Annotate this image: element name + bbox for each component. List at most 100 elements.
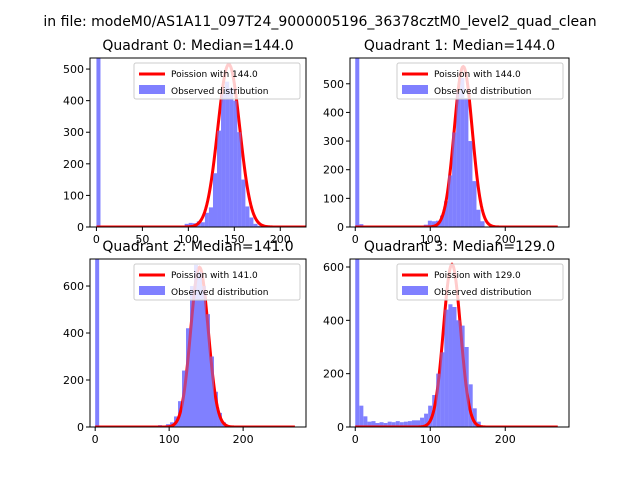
histogram-bar-overlay bbox=[448, 304, 453, 427]
histogram-bar bbox=[204, 212, 209, 227]
histogram-bar bbox=[395, 421, 400, 427]
histogram-bar bbox=[253, 223, 258, 227]
histogram-bar bbox=[444, 201, 449, 227]
y-tick-label: 0 bbox=[337, 421, 344, 434]
histogram-bar-overlay bbox=[229, 88, 234, 227]
x-tick-label: 200 bbox=[495, 233, 516, 246]
axes-frame bbox=[349, 258, 570, 428]
subplot-2: 0 100 200 0 200 400 600 Poission with 141.0 Obse… bbox=[63, 239, 307, 446]
histogram-bar-overlay bbox=[194, 264, 198, 427]
y-tick-label: 0 bbox=[337, 221, 344, 234]
subplot-1: 0 100 200 0 100 200 300 400 500 Poission with 144… bbox=[323, 38, 570, 246]
y-tick-label: 200 bbox=[63, 374, 84, 387]
axes-frame bbox=[349, 57, 570, 228]
y-tick-label: 300 bbox=[323, 135, 344, 148]
axes-frame bbox=[89, 57, 307, 228]
histogram-bar bbox=[363, 416, 368, 427]
legend: Poission with 141.0 Observed distribution bbox=[133, 263, 301, 301]
histogram-bar-overlay bbox=[468, 141, 473, 227]
subplot-0: 0 50 100 150 200 0 100 200 300 400 500 Poission wit… bbox=[63, 38, 307, 246]
histogram-bar-overlay bbox=[201, 286, 206, 427]
histogram-bar-overlay bbox=[452, 307, 457, 427]
histogram-bar bbox=[407, 421, 412, 427]
legend-box bbox=[133, 263, 301, 301]
histogram-bar-overlay bbox=[237, 132, 242, 227]
histogram-bar bbox=[371, 421, 376, 427]
histogram-bar bbox=[480, 221, 485, 227]
x-tick-label: 0 bbox=[93, 233, 100, 246]
histogram-bar bbox=[399, 422, 404, 427]
histogram-bar-overlay bbox=[186, 328, 191, 427]
histogram-bar-overlay bbox=[221, 94, 226, 227]
legend-label-poisson: Poission with 129.0 bbox=[434, 271, 521, 281]
subplot-title: Quadrant 3: Median=129.0 bbox=[364, 239, 555, 255]
histogram-bar-overlay bbox=[233, 100, 238, 227]
histogram-bar bbox=[424, 413, 429, 427]
legend-label-observed: Observed distribution bbox=[434, 87, 531, 97]
subplots: 0 50 100 150 200 0 100 200 300 400 500 Poission wit… bbox=[63, 38, 570, 446]
x-tick-label: 0 bbox=[352, 433, 359, 446]
histogram-bar bbox=[200, 222, 205, 227]
histogram-bar bbox=[383, 423, 388, 427]
histogram-bar-overlay bbox=[476, 209, 481, 227]
x-tick-label: 150 bbox=[224, 233, 245, 246]
histogram-bar bbox=[213, 391, 218, 427]
histogram-bar-overlay bbox=[245, 206, 250, 227]
histogram-bar bbox=[428, 405, 433, 427]
histogram-bar bbox=[420, 417, 425, 427]
histogram-bar-overlay bbox=[182, 370, 187, 427]
y-tick-label: 0 bbox=[77, 221, 84, 234]
histogram-bar-overlay bbox=[198, 271, 202, 427]
y-tick-label: 600 bbox=[323, 261, 344, 274]
histogram-bar-overlay bbox=[209, 356, 214, 427]
legend-patch-swatch bbox=[402, 85, 428, 94]
histogram-bar-overlay bbox=[460, 78, 465, 227]
legend-box bbox=[133, 62, 301, 100]
histogram-bar bbox=[472, 408, 477, 427]
axes-frame bbox=[89, 258, 307, 428]
y-tick-label: 400 bbox=[63, 95, 84, 108]
legend-patch-swatch bbox=[139, 85, 165, 94]
x-tick-label: 100 bbox=[159, 433, 180, 446]
x-tick-label: 200 bbox=[495, 433, 516, 446]
plot-area bbox=[355, 58, 558, 227]
histogram-bar bbox=[427, 220, 432, 227]
histogram-bar bbox=[431, 221, 436, 227]
histogram-bar bbox=[95, 259, 100, 427]
subplot-title: Quadrant 1: Median=144.0 bbox=[364, 38, 555, 54]
histogram-bar-overlay bbox=[452, 132, 457, 227]
histogram-bar-overlay bbox=[436, 373, 441, 427]
histogram-bar bbox=[375, 423, 380, 427]
legend-box bbox=[396, 62, 564, 100]
x-tick-label: 100 bbox=[420, 233, 441, 246]
histogram-bar-overlay bbox=[217, 130, 222, 227]
histogram-bar-overlay bbox=[448, 175, 453, 227]
subplot-title: Quadrant 2: Median=141.0 bbox=[102, 239, 293, 255]
histogram-bar-overlay bbox=[464, 347, 469, 427]
y-tick-label: 400 bbox=[323, 106, 344, 119]
legend-label-poisson: Poission with 141.0 bbox=[171, 271, 258, 281]
legend-patch-swatch bbox=[139, 286, 165, 295]
y-tick-label: 400 bbox=[63, 327, 84, 340]
histogram-bar bbox=[249, 217, 254, 227]
histogram-bar-overlay bbox=[205, 314, 210, 427]
x-tick-label: 100 bbox=[420, 433, 441, 446]
y-tick-label: 100 bbox=[63, 189, 84, 202]
legend-box bbox=[396, 263, 564, 301]
subplot-3: 0 100 200 0 200 400 600 Poission with 129.0 Obse… bbox=[323, 239, 570, 446]
y-tick-label: 100 bbox=[323, 192, 344, 205]
histogram-bar-overlay bbox=[464, 98, 469, 227]
legend-label-poisson: Poission with 144.0 bbox=[171, 70, 258, 80]
histogram-bar bbox=[379, 422, 384, 427]
histogram-bar bbox=[355, 58, 360, 227]
x-tick-label: 200 bbox=[233, 433, 254, 446]
histogram-bar bbox=[403, 421, 408, 427]
histogram-bar bbox=[359, 405, 364, 427]
histogram-bar-overlay bbox=[190, 286, 195, 427]
legend-label-observed: Observed distribution bbox=[171, 288, 268, 298]
y-tick-label: 500 bbox=[323, 78, 344, 91]
histogram-bar bbox=[440, 215, 445, 227]
histogram-bar-overlay bbox=[456, 92, 461, 227]
x-tick-label: 200 bbox=[270, 233, 291, 246]
histogram-bar bbox=[411, 420, 416, 427]
